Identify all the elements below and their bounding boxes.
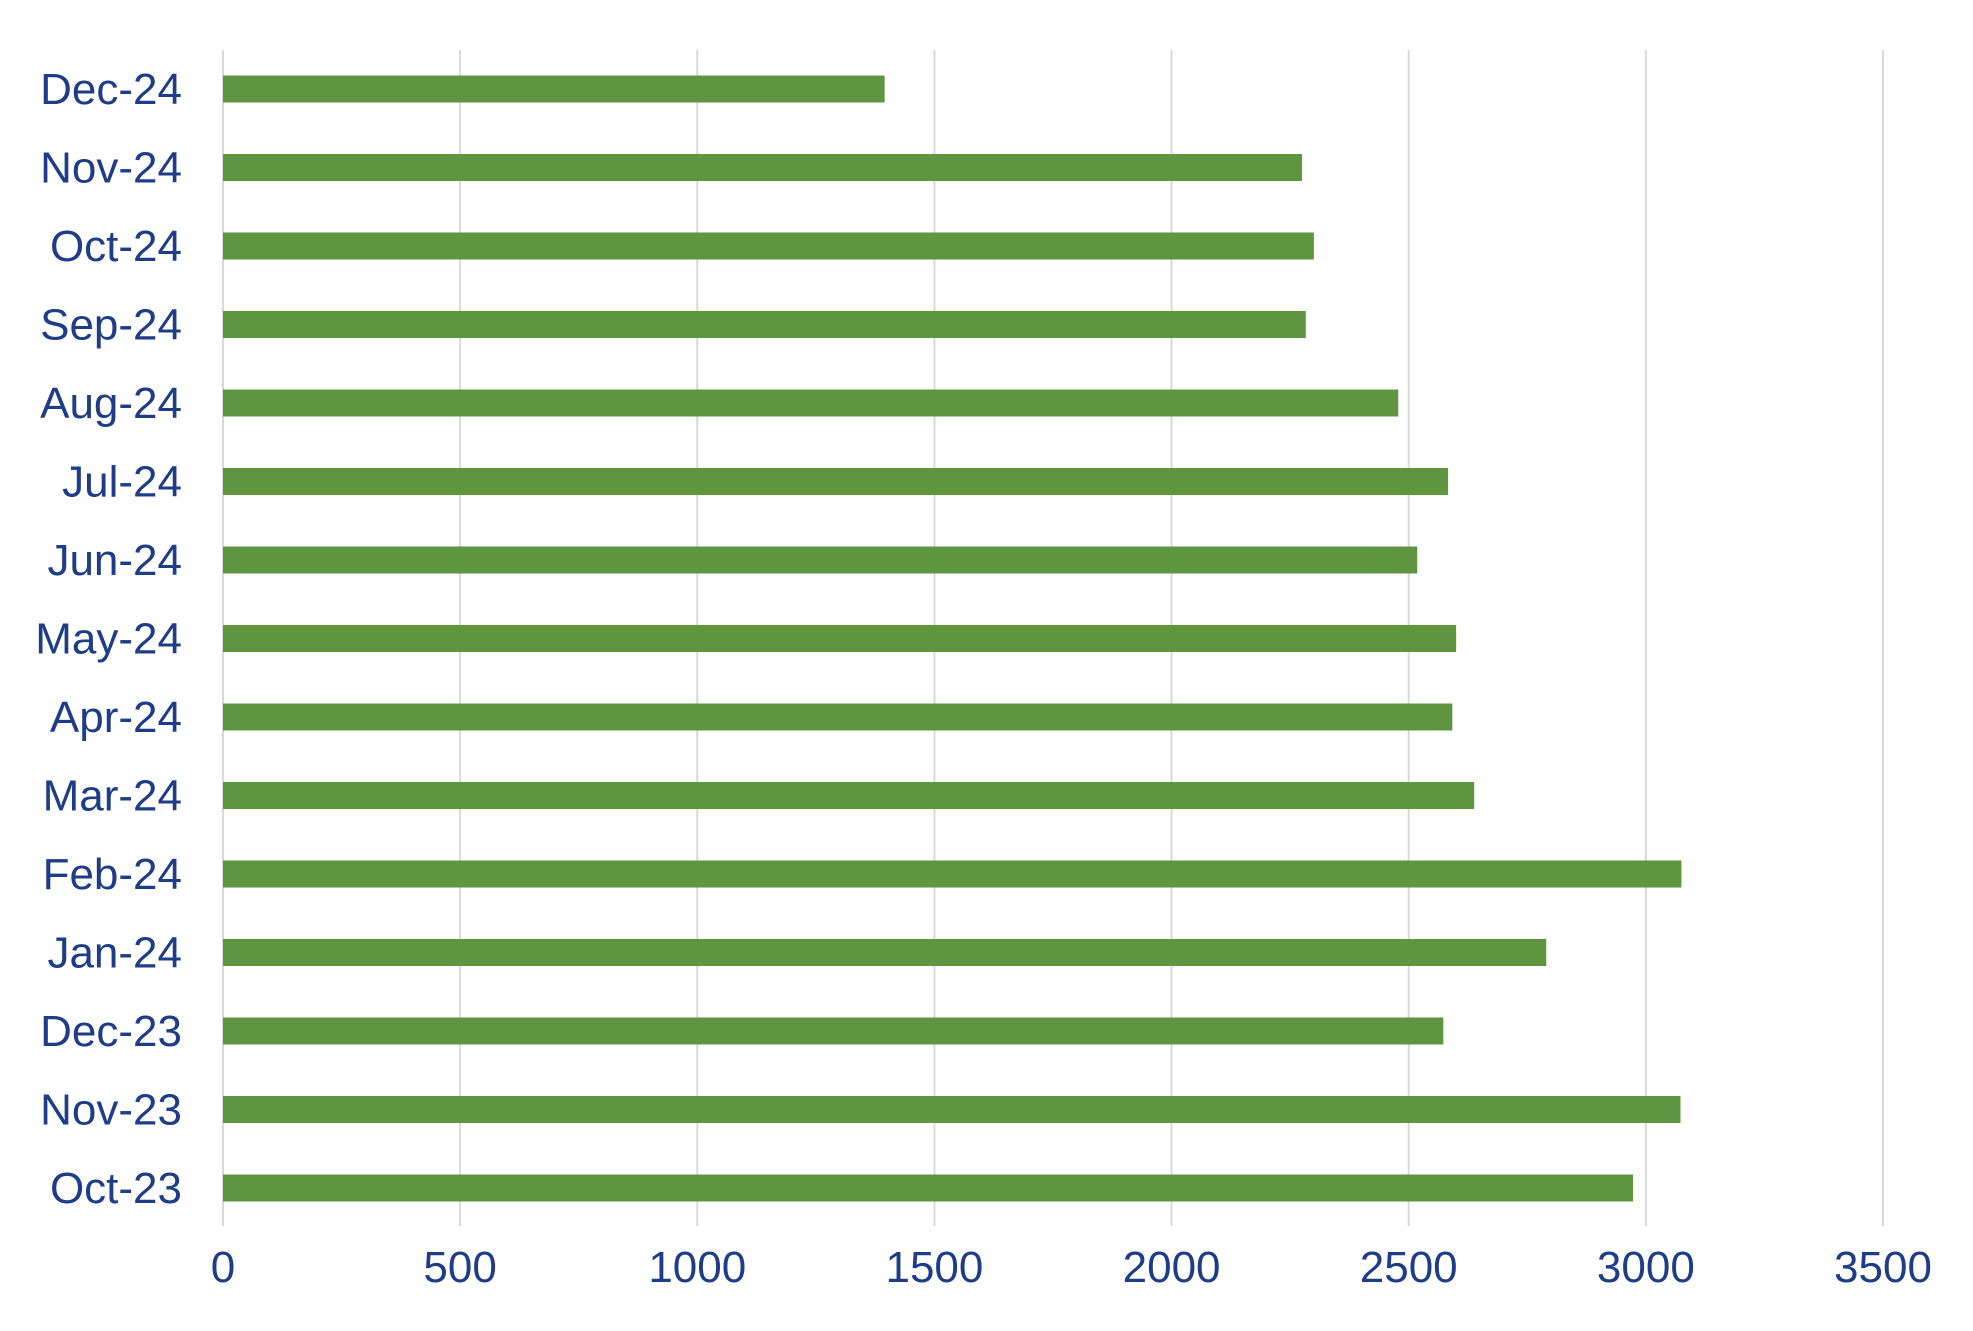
bar bbox=[223, 1096, 1681, 1123]
category-label: Dec-23 bbox=[40, 1007, 182, 1056]
bar bbox=[223, 311, 1306, 338]
bar bbox=[223, 75, 885, 103]
x-tick-label: 500 bbox=[423, 1243, 496, 1292]
category-label: Jun-24 bbox=[47, 536, 182, 585]
category-label: Oct-23 bbox=[50, 1164, 182, 1213]
bar bbox=[223, 703, 1453, 731]
category-label: Mar-24 bbox=[43, 772, 182, 821]
x-tick-label: 2500 bbox=[1360, 1243, 1458, 1292]
bar bbox=[223, 860, 1682, 888]
category-label: May-24 bbox=[35, 615, 182, 664]
category-label: Apr-24 bbox=[50, 693, 182, 742]
bar bbox=[223, 625, 1457, 652]
x-tick-labels: 0 500 1000 1500 2000 2500 3000 3500 bbox=[211, 1243, 1932, 1292]
bar bbox=[223, 782, 1475, 809]
category-label: Nov-24 bbox=[40, 144, 182, 193]
x-tick-label: 2000 bbox=[1123, 1243, 1221, 1292]
bar bbox=[223, 389, 1399, 417]
category-label: Dec-24 bbox=[40, 65, 182, 114]
x-tick-label: 0 bbox=[211, 1243, 235, 1292]
category-label: Aug-24 bbox=[40, 379, 182, 428]
x-tick-label: 3500 bbox=[1834, 1243, 1932, 1292]
bar bbox=[223, 232, 1314, 260]
bars bbox=[223, 75, 1682, 1202]
x-tick-label: 1000 bbox=[648, 1243, 746, 1292]
category-label: Sep-24 bbox=[40, 301, 182, 350]
x-tick-label: 3000 bbox=[1597, 1243, 1695, 1292]
category-label: Jan-24 bbox=[47, 929, 182, 978]
category-label: Nov-23 bbox=[40, 1086, 182, 1135]
x-tick-label: 1500 bbox=[885, 1243, 983, 1292]
bar bbox=[223, 546, 1418, 574]
category-label: Feb-24 bbox=[43, 850, 182, 899]
category-label: Oct-24 bbox=[50, 222, 182, 271]
bar bbox=[223, 1017, 1444, 1045]
bar bbox=[223, 468, 1449, 495]
category-labels: Dec-24 Nov-24 Oct-24 Sep-24 Aug-24 Jul-24 Jun-… bbox=[35, 65, 182, 1213]
bar bbox=[223, 1174, 1634, 1202]
bar bbox=[223, 939, 1547, 966]
bar bbox=[223, 154, 1302, 181]
category-label: Jul-24 bbox=[62, 458, 182, 507]
